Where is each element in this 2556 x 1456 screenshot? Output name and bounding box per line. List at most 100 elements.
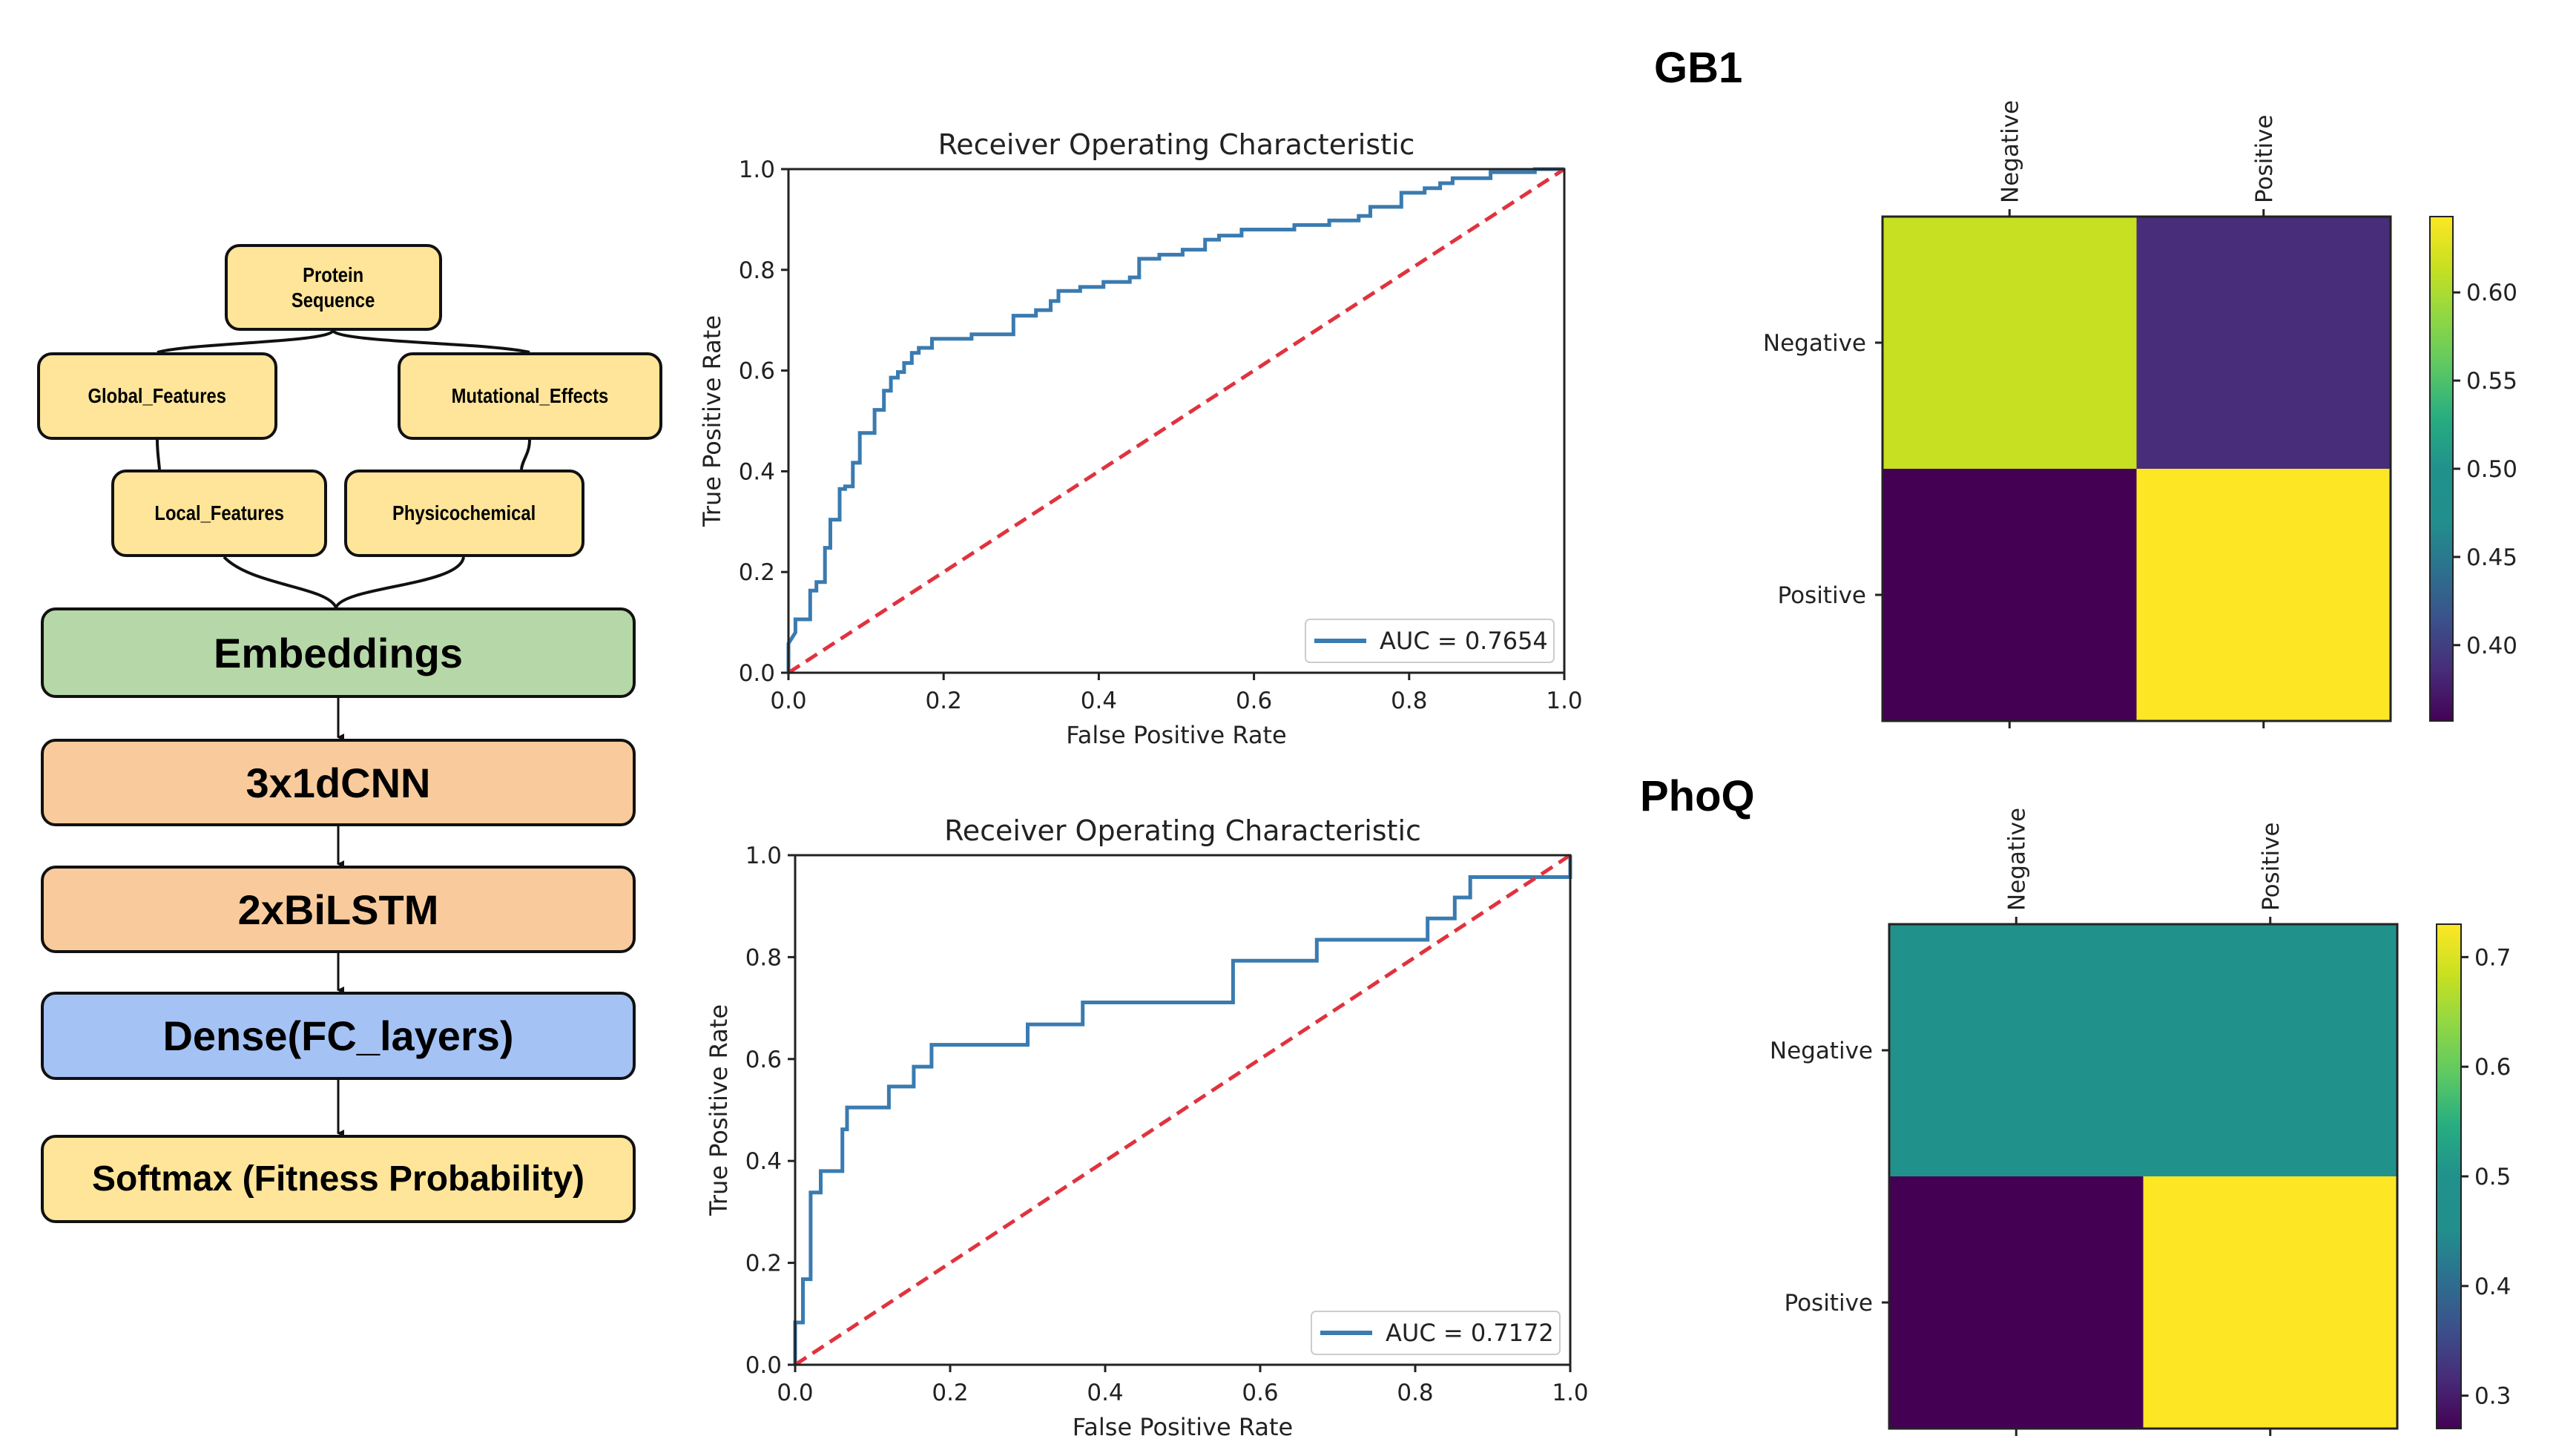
phoq-confusion-colorbar-tick-label: 0.5 [2474,1164,2511,1190]
node-physicochemical-label: Physicochemical [392,501,536,524]
node-embeddings-label: Embeddings [213,629,464,676]
phoq-confusion-row-label: Positive [1784,1290,1873,1317]
connector-protein-mutational [332,329,530,354]
node-physicochemical: Physicochemical [344,470,584,557]
gb1-roc-ytick-label: 0.6 [739,358,775,385]
phoq-roc-xtick-label: 0.0 [777,1380,813,1406]
phoq-title: PhoQ [1640,772,1755,820]
node-cnn: 3x1dCNN [41,739,636,826]
phoq-roc-legend-box [1311,1311,1561,1355]
connector-physico-embeddings [335,556,465,609]
gb1-title: GB1 [1654,44,1743,92]
node-bilstm: 2xBiLSTM [41,866,636,953]
node-mutational-effects: Mutational_Effects [398,352,662,440]
phoq-roc-ytick-label: 0.4 [745,1148,782,1175]
node-protein-sequence: Protein Sequence [225,244,442,331]
phoq-confusion-cell [1889,924,2144,1176]
gb1-roc-xtick-label: 0.6 [1236,688,1272,714]
phoq-confusion-colorbar-tick-label: 0.6 [2474,1054,2511,1081]
gb1-roc-xtick-label: 0.4 [1081,688,1117,714]
node-dense-label: Dense(FC_layers) [162,1012,514,1059]
gb1-roc-ytick-label: 0.2 [739,559,775,586]
phoq-confusion-colorbar-tick-label: 0.3 [2474,1383,2511,1410]
gb1-confusion-colorbar-tick-label: 0.40 [2466,633,2517,659]
gb1-confusion-cell [2136,217,2391,469]
gb1-confusion-colorbar-tick-label: 0.50 [2466,456,2517,483]
node-global-features-label: Global_Features [88,384,227,407]
gb1-confusion-colorbar-tick-label: 0.45 [2466,544,2517,571]
phoq-confusion-cell [1889,1176,2144,1429]
node-cnn-label: 3x1dCNN [246,759,431,806]
gb1-confusion-colorbar-tick-label: 0.60 [2466,280,2517,306]
connector-protein-global [157,329,335,354]
node-dense: Dense(FC_layers) [41,992,636,1080]
phoq-confusion-row-label: Negative [1770,1038,1873,1064]
phoq-roc-ytick-label: 0.6 [745,1047,782,1073]
diagram-connectors [156,329,531,1137]
gb1-confusion-row-label: Negative [1763,330,1866,357]
phoq-confusion-cell [2143,1176,2397,1429]
gb1-roc-ytick-label: 1.0 [739,157,775,183]
gb1-roc-chance-line [787,167,1566,675]
gb1-roc-xtick-label: 0.0 [770,688,806,714]
node-protein-sequence-label: Protein Sequence [291,263,375,312]
node-local-features: Local_Features [111,470,327,557]
gb1-confusion-colorbar-tick-label: 0.55 [2466,368,2517,395]
phoq-roc-legend-label: AUC = 0.7172 [1386,1319,1554,1347]
gb1-roc-ytick-label: 0.4 [739,458,775,485]
phoq-roc-ytick-label: 0.0 [745,1352,782,1379]
phoq-roc-xtick-label: 1.0 [1552,1380,1588,1406]
gb1-confusion-cell [1883,469,2137,721]
node-bilstm-label: 2xBiLSTM [237,886,439,933]
gb1-roc-plot-frame [787,168,1566,674]
gb1-confusion-row-label: Positive [1777,582,1866,609]
gb1-roc-ytick-label: 0.0 [739,660,775,687]
gb1-confusion-cell [1883,217,2137,469]
phoq-roc-title: Receiver Operating Characteristic [944,814,1421,847]
phoq-roc-xtick-label: 0.6 [1242,1380,1278,1406]
connector-local-embeddings [223,556,337,609]
gb1-confusion-colorbar [2429,216,2454,722]
gb1-roc-ytick-label: 0.8 [739,257,775,284]
gb1-confusion-col-label: Negative [1997,100,2023,203]
gb1-roc-xtick-label: 0.8 [1391,688,1427,714]
gb1-roc-ylabel: True Positive Rate [698,315,726,527]
phoq-roc-ytick-label: 1.0 [745,843,782,869]
gb1-confusion-cell [2136,469,2391,721]
phoq-roc-curve [793,855,1572,1365]
gb1-roc-title: Receiver Operating Characteristic [938,128,1415,161]
phoq-confusion-colorbar-tick-label: 0.7 [2474,944,2511,971]
gb1-roc-xlabel: False Positive Rate [1066,721,1286,749]
phoq-roc-ylabel: True Positive Rate [705,1004,733,1216]
phoq-roc-ytick-label: 0.2 [745,1251,782,1277]
phoq-confusion-colorbar-tick-label: 0.4 [2474,1274,2511,1300]
phoq-confusion-cell [2143,924,2397,1176]
phoq-confusion-colorbar [2436,923,2462,1429]
phoq-confusion-col-label: Positive [2258,822,2285,911]
connector-mutational-physico [520,439,531,470]
gb1-roc-xtick-label: 0.2 [926,688,962,714]
phoq-roc-xtick-label: 0.8 [1397,1380,1433,1406]
gb1-roc-legend-box [1305,619,1555,663]
gb1-confusion-frame [1881,215,2392,722]
node-embeddings: Embeddings [41,607,636,698]
node-mutational-effects-label: Mutational_Effects [451,384,609,407]
gb1-roc-legend-label: AUC = 0.7654 [1380,627,1548,655]
connector-global-local [156,439,161,470]
node-local-features-label: Local_Features [154,501,284,524]
phoq-roc-xtick-label: 0.2 [932,1380,968,1406]
gb1-roc-curve [786,167,1564,673]
node-softmax-label: Softmax (Fitness Probability) [91,1159,585,1199]
phoq-roc-xtick-label: 0.4 [1087,1380,1123,1406]
node-softmax: Softmax (Fitness Probability) [41,1135,636,1223]
phoq-confusion-col-label: Negative [2003,808,2030,911]
gb1-confusion-col-label: Positive [2251,114,2278,203]
phoq-roc-ytick-label: 0.8 [745,944,782,971]
phoq-roc-plot-frame [794,854,1572,1366]
gb1-roc-xtick-label: 1.0 [1546,688,1582,714]
phoq-roc-xlabel: False Positive Rate [1073,1413,1293,1441]
phoq-confusion-frame [1888,923,2399,1430]
node-global-features: Global_Features [37,352,277,440]
phoq-roc-chance-line [794,853,1572,1367]
